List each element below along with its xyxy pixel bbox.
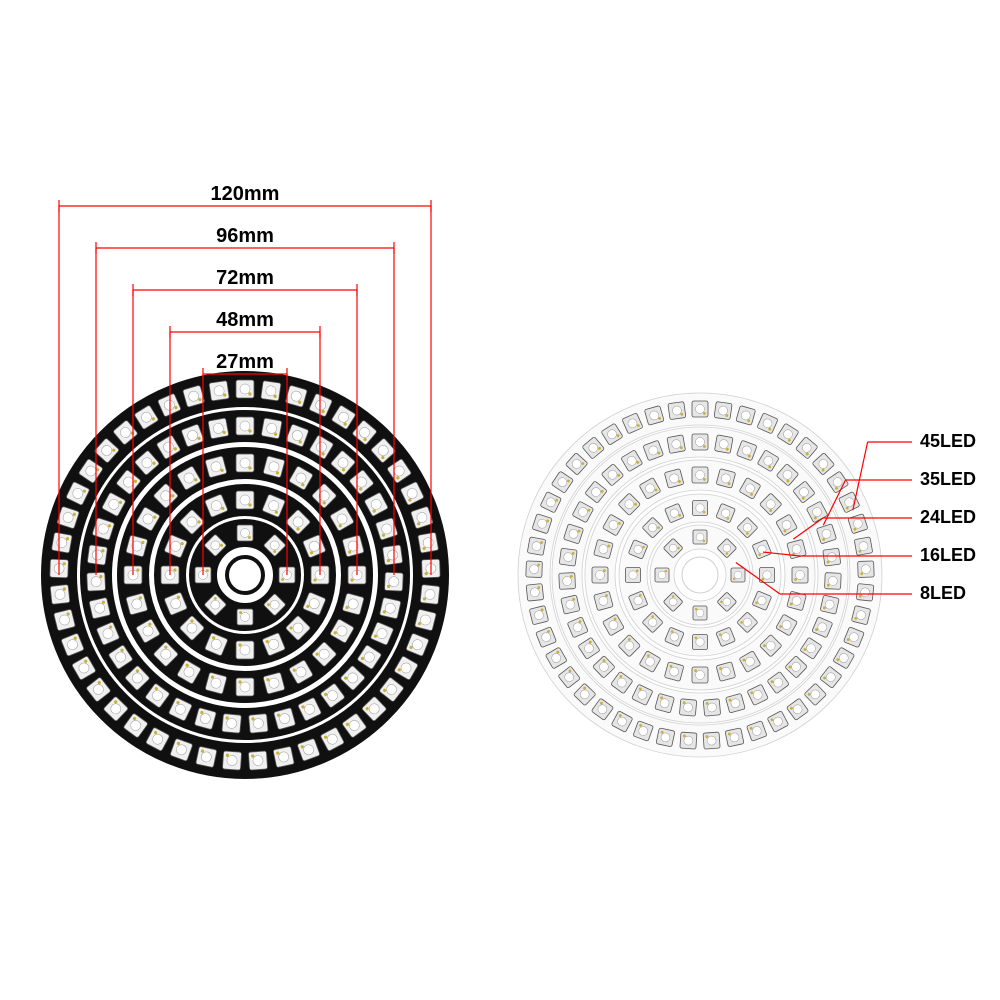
led-count-label: 24LED: [920, 507, 976, 527]
dimension-label: 48mm: [216, 309, 274, 331]
led-count-label: 8LED: [920, 583, 966, 603]
dimension-label: 72mm: [216, 267, 274, 289]
white-pcb-rings: [518, 393, 882, 757]
black-pcb-rings: [50, 380, 440, 770]
led-count-label: 35LED: [920, 469, 976, 489]
led-ring-diagram: 120mm 96mm 72mm 48mm 27mm 45LED 35LED 24LED 16LE…: [0, 0, 1000, 1000]
dimension-label: 96mm: [216, 225, 274, 247]
led-count-label: 16LED: [920, 545, 976, 565]
dimension-label: 120mm: [211, 183, 280, 205]
led-count-label: 45LED: [920, 431, 976, 451]
dimension-label: 27mm: [216, 351, 274, 373]
